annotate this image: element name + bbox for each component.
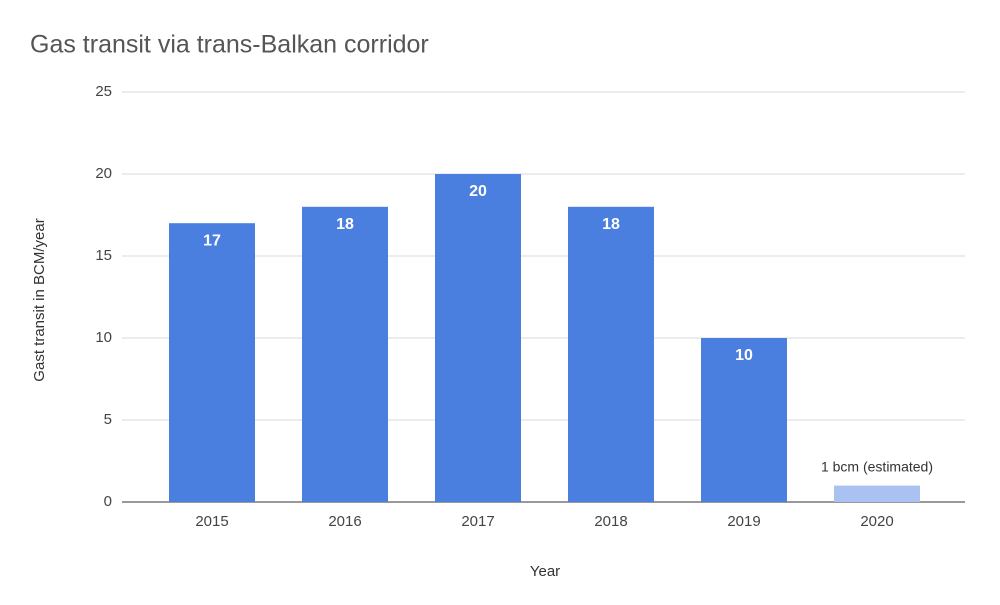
x-tick-label: 2019 — [727, 513, 760, 530]
data-label: 18 — [602, 216, 620, 233]
data-label: 1 bcm (estimated) — [821, 458, 933, 474]
chart-title: Gas transit via trans-Balkan corridor — [30, 31, 429, 59]
y-tick-label: 10 — [95, 329, 112, 346]
y-tick-label: 25 — [95, 83, 112, 100]
x-tick-label: 2018 — [594, 513, 627, 530]
bar — [302, 206, 388, 503]
data-label: 17 — [203, 232, 221, 249]
x-tick-label: 2015 — [195, 513, 228, 530]
x-tick-label: 2016 — [328, 513, 361, 530]
y-tick-label: 0 — [104, 493, 112, 510]
data-label: 20 — [469, 183, 487, 200]
x-axis-label: Year — [530, 563, 560, 580]
y-tick-label: 15 — [95, 247, 112, 264]
y-tick-label: 5 — [104, 411, 112, 428]
bar — [834, 485, 920, 502]
x-tick-label: 2017 — [461, 513, 494, 530]
data-label: 18 — [336, 216, 354, 233]
bar — [568, 206, 654, 503]
y-tick-label: 20 — [95, 165, 112, 182]
bar — [701, 338, 787, 502]
y-axis-label: Gast transit in BCM/year — [31, 218, 48, 381]
x-tick-label: 2020 — [860, 513, 893, 530]
bar — [435, 174, 521, 502]
bar — [169, 223, 255, 502]
data-label: 10 — [735, 347, 753, 364]
